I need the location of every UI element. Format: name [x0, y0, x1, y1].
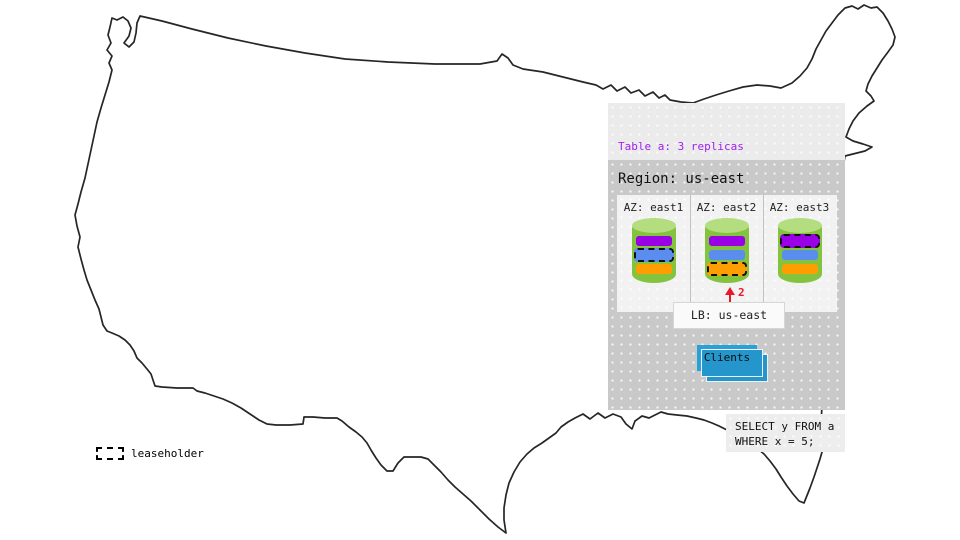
az-label: AZ: east1 [623, 201, 684, 214]
database-cylinder-icon [631, 218, 676, 283]
replica-table-a [708, 236, 745, 246]
leaseholder-key: leaseholder [96, 447, 204, 460]
arrow-shaft-icon [729, 294, 731, 303]
cylinder-top-icon [631, 218, 676, 233]
clients-node: Clients [697, 345, 757, 371]
cylinder-top-icon [704, 218, 749, 233]
query-line-1: SELECT y FROM a [735, 420, 835, 433]
az-east2: AZ: east2 [690, 195, 763, 312]
leaseholder-key-label: leaseholder [131, 447, 204, 460]
az-label: AZ: east2 [696, 201, 757, 214]
hop-count-label: 2 [738, 286, 745, 299]
replica-table-b [635, 264, 672, 274]
region-section: Region: us-east AZ: east1 [608, 160, 845, 410]
az-divider [690, 195, 691, 312]
query-box: SELECT y FROM a WHERE x = 5; [726, 414, 845, 452]
replica-bars [705, 236, 749, 278]
replica-index-a [708, 250, 745, 260]
arrow-head-icon [725, 287, 735, 295]
cylinder-top-icon [777, 218, 822, 233]
az-divider [763, 195, 764, 312]
az-label: AZ: east3 [769, 201, 830, 214]
replica-index-a [633, 248, 674, 262]
database-cylinder-icon [777, 218, 822, 283]
az-east3: AZ: east3 [763, 195, 836, 312]
replica-table-b [781, 264, 818, 274]
replica-bars [778, 234, 822, 278]
replica-table-a [635, 236, 672, 246]
database-cylinder-icon [704, 218, 749, 283]
az-container: AZ: east1 AZ: east2 [617, 195, 837, 312]
replica-bars [632, 236, 676, 278]
az-east1: AZ: east1 [617, 195, 690, 312]
leaseholder-swatch-icon [96, 447, 124, 460]
region-title: Region: us-east [618, 171, 745, 187]
replica-table-b [706, 262, 747, 276]
load-balancer: LB: us-east [673, 302, 785, 329]
replica-table-a [779, 234, 820, 248]
legend-item-table-a: Table a: 3 replicas [618, 140, 744, 153]
query-line-2: WHERE x = 5; [735, 435, 815, 448]
replica-index-a [781, 250, 818, 260]
topology-panel: Table a: 3 replicas Index a: 3 replicas … [608, 103, 845, 410]
